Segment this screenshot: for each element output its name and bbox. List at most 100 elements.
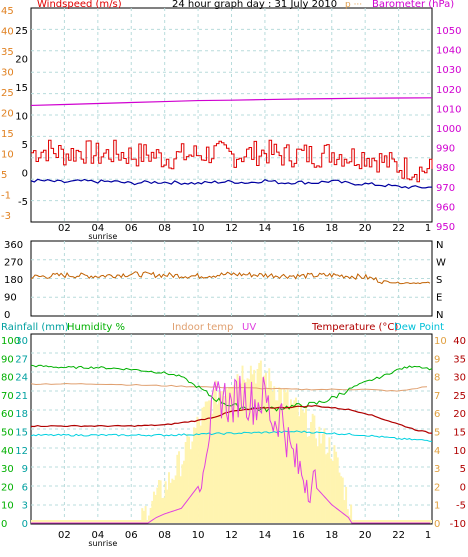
baro-tick-label: 1050 (436, 26, 461, 37)
solar-bar (171, 478, 174, 523)
rain-tick-label: 24 (15, 373, 28, 384)
panel1-series (30, 97, 433, 190)
uv-tick-label: 10 (434, 336, 447, 347)
uv-tick-label: 5 (434, 428, 440, 439)
uv-tick-label: 6 (434, 409, 440, 420)
solar-bar (201, 407, 204, 523)
uv-tick-label: 2 (434, 482, 440, 493)
solar-bar (300, 404, 302, 523)
solar-bar (283, 388, 286, 523)
baro-tick-label: 960 (436, 202, 455, 213)
direction-tick-label: 180 (4, 275, 23, 286)
temp-tick-label: 20 (453, 409, 466, 420)
windspeed-line (31, 139, 433, 183)
rain-tick-label: 27 (15, 354, 28, 365)
solar-bar (311, 413, 314, 523)
solar-bar (301, 410, 304, 523)
x-tick-label: 10 (192, 530, 205, 541)
direction-tick-label: 0 (4, 310, 10, 321)
compass-label: E (436, 293, 442, 304)
solar-bar (161, 497, 164, 523)
solar-bar (343, 500, 346, 523)
solar-bar (345, 486, 348, 523)
uv-tick-label: 0 (434, 519, 440, 530)
legend-barometer: Barometer (hPa) (372, 0, 454, 10)
rain-tick-label: 0 (22, 519, 28, 530)
x-tick-label: 16 (292, 223, 305, 234)
solar-bar (239, 383, 242, 523)
solar-bar (259, 360, 262, 523)
uv-tick-label: 9 (434, 354, 440, 365)
x-tick-label: 20 (359, 530, 372, 541)
solar-bar (176, 454, 179, 523)
solar-bar (173, 480, 175, 523)
temp-tick-label: 30 (453, 373, 466, 384)
legend-baro-dots: p ··· (345, 0, 362, 10)
uv-tick-label: 1 (434, 501, 440, 512)
solar-bar (178, 451, 181, 523)
temp-tick-label: 10 (453, 446, 466, 457)
baro-tick-label: 970 (436, 183, 455, 194)
x-tick-label: 20 (359, 223, 372, 234)
humidity-tick-label: 100 (1, 336, 20, 347)
solar-bar (325, 454, 328, 523)
solar-bar (183, 460, 186, 523)
indoor-temp-line (30, 382, 428, 392)
solar-bar (162, 497, 165, 523)
x-tick-label: 18 (325, 223, 338, 234)
solar-bar (266, 388, 269, 523)
solar-bar (254, 383, 257, 523)
rain-tick-label: 12 (15, 446, 28, 457)
solar-bar (144, 506, 147, 523)
solar-bar (263, 375, 266, 523)
solar-bar (196, 416, 199, 523)
rain-tick-label: 9 (22, 464, 28, 475)
solar-bar (169, 482, 172, 523)
rain-tick-label: 3 (22, 501, 28, 512)
solar-bar (166, 489, 169, 523)
solar-bar (313, 415, 316, 523)
temp-tick-label: -5 (456, 501, 466, 512)
solar-bar (224, 388, 227, 523)
wind-tick-label: 5 (22, 140, 28, 151)
dewpoint-line (30, 430, 433, 442)
wind-tick-label-alt: 10 (1, 150, 14, 161)
solar-bar (279, 388, 282, 523)
compass-label: N (436, 240, 443, 251)
solar-bar (338, 472, 341, 523)
baro-tick-label: 990 (436, 144, 455, 155)
solar-bar (346, 509, 349, 523)
solar-bar (310, 422, 312, 523)
wind-tick-label-alt: 25 (1, 88, 14, 99)
solar-bar (258, 362, 261, 523)
solar-bar (248, 379, 251, 523)
solar-bar (186, 433, 189, 523)
x-tick-label: 22 (392, 223, 405, 234)
temp-tick-label: 15 (453, 428, 466, 439)
rain-tick-label: 15 (15, 428, 28, 439)
solar-bar (286, 389, 289, 523)
temp-tick-label: -10 (450, 519, 466, 530)
solar-bar (151, 500, 154, 523)
solar-bar (156, 487, 159, 523)
solar-bar (199, 425, 202, 523)
solar-bar (316, 446, 319, 523)
baro-tick-label: 980 (436, 163, 455, 174)
solar-bar (328, 437, 331, 523)
baro-tick-label: 1020 (436, 85, 461, 96)
x-tick-label: 16 (292, 530, 305, 541)
wind-tick-label: 20 (15, 55, 28, 66)
panel2-series (30, 271, 431, 285)
solar-bar (218, 392, 221, 523)
uv-tick-label: 7 (434, 391, 440, 402)
wind-tick-label-alt: -1 (1, 191, 11, 202)
solar-bar (147, 515, 150, 523)
solar-bar (219, 391, 222, 523)
solar-bar (141, 508, 144, 523)
solar-bar (303, 412, 306, 523)
solar-bar (273, 386, 276, 523)
legend-temperature: Temperature (°C) (311, 322, 398, 333)
solar-bar (238, 377, 241, 523)
x-tick-label: 14 (259, 223, 272, 234)
solar-bar (164, 481, 167, 523)
